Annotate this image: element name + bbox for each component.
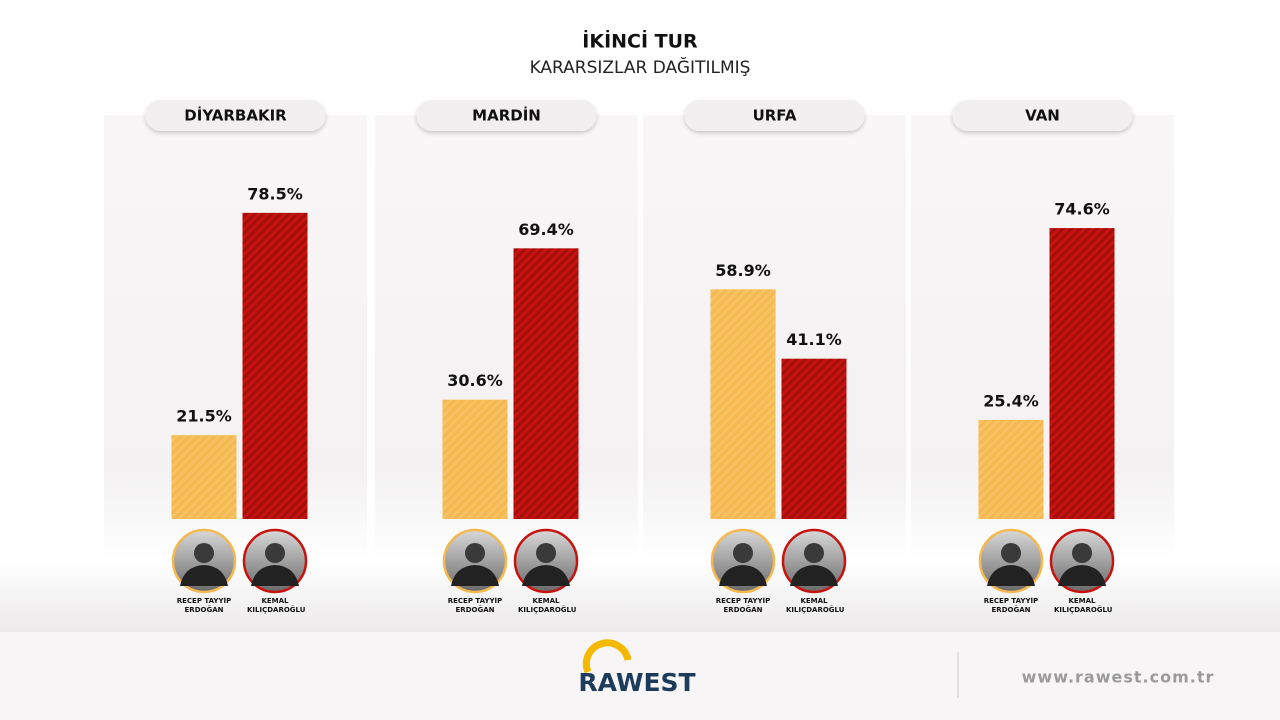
value-label: 30.6% <box>447 371 503 390</box>
portrait-head <box>265 543 285 563</box>
panel-title: MARDİN <box>472 106 541 125</box>
bar-hatch <box>242 212 308 519</box>
portrait-body <box>522 565 570 586</box>
portrait-body <box>719 565 767 586</box>
bar-hatch <box>442 399 508 519</box>
value-label: 74.6% <box>1054 200 1110 219</box>
candidate-slot: KEMAL KILIÇDAROĞLU <box>247 597 306 614</box>
candidate-slot: KEMAL KILIÇDAROĞLU <box>1054 597 1113 614</box>
portrait-body <box>251 565 299 586</box>
candidate-name: KEMAL KILIÇDAROĞLU <box>247 597 306 614</box>
candidate-slot: RECEP TAYYİP ERDOĞAN <box>176 597 232 614</box>
panel-title: VAN <box>1025 107 1060 125</box>
value-label: 21.5% <box>176 407 232 426</box>
panel-title-pill <box>416 100 597 131</box>
value-label: 69.4% <box>518 220 574 239</box>
candidate-name: KEMAL KILIÇDAROĞLU <box>518 597 577 614</box>
bar-hatch <box>781 358 847 519</box>
subtitle: KARARSIZLAR DAĞITILMIŞ <box>530 56 751 78</box>
portrait-head <box>1072 543 1092 563</box>
logo-text: RAWEST <box>578 668 695 697</box>
logo: RAWEST <box>578 639 696 697</box>
bar-hatch <box>710 289 776 519</box>
bar-hatch <box>978 419 1044 519</box>
url: www.rawest.com.tr <box>1022 668 1215 687</box>
footer <box>0 632 1280 720</box>
bar-hatch <box>1049 228 1115 519</box>
portrait-head <box>465 543 485 563</box>
candidate-slot: KEMAL KILIÇDAROĞLU <box>786 597 845 614</box>
candidate-name: KEMAL KILIÇDAROĞLU <box>1054 597 1113 614</box>
candidate-slot: RECEP TAYYİP ERDOĞAN <box>715 597 771 614</box>
value-label: 25.4% <box>983 391 1039 410</box>
portrait-body <box>451 565 499 586</box>
portrait-head <box>194 543 214 563</box>
value-label: 58.9% <box>715 261 771 280</box>
candidate-slot: RECEP TAYYİP ERDOĞAN <box>447 597 503 614</box>
portrait-body <box>790 565 838 586</box>
portrait-head <box>804 543 824 563</box>
bar-hatch <box>171 435 237 519</box>
panel-title: DİYARBAKIR <box>184 106 287 125</box>
portrait-head <box>1001 543 1021 563</box>
candidate-name: RECEP TAYYİP ERDOĞAN <box>447 597 503 614</box>
panel-title-pill <box>145 100 326 131</box>
candidate-name: RECEP TAYYİP ERDOĞAN <box>715 597 771 614</box>
logo-ring <box>582 639 632 674</box>
panel-title-pill <box>952 100 1133 131</box>
candidate-name: RECEP TAYYİP ERDOĞAN <box>983 597 1039 614</box>
title: İKİNCİ TUR <box>582 29 698 53</box>
bar-hatch <box>513 248 579 519</box>
portrait-body <box>987 565 1035 586</box>
candidate-name: KEMAL KILIÇDAROĞLU <box>786 597 845 614</box>
candidate-name: RECEP TAYYİP ERDOĞAN <box>176 597 232 614</box>
portrait-body <box>1058 565 1106 586</box>
candidate-slot: KEMAL KILIÇDAROĞLU <box>518 597 577 614</box>
candidate-slot: RECEP TAYYİP ERDOĞAN <box>983 597 1039 614</box>
value-label: 78.5% <box>247 184 303 203</box>
panel-title: URFA <box>753 107 797 125</box>
panels: DİYARBAKIR 21.5% RECEP TAYYİP ERDOĞAN 78.5%… <box>104 100 1174 614</box>
portrait-head <box>733 543 753 563</box>
portrait-head <box>536 543 556 563</box>
portrait-body <box>180 565 228 586</box>
value-label: 41.1% <box>786 330 842 349</box>
panel-title-pill <box>684 100 865 131</box>
